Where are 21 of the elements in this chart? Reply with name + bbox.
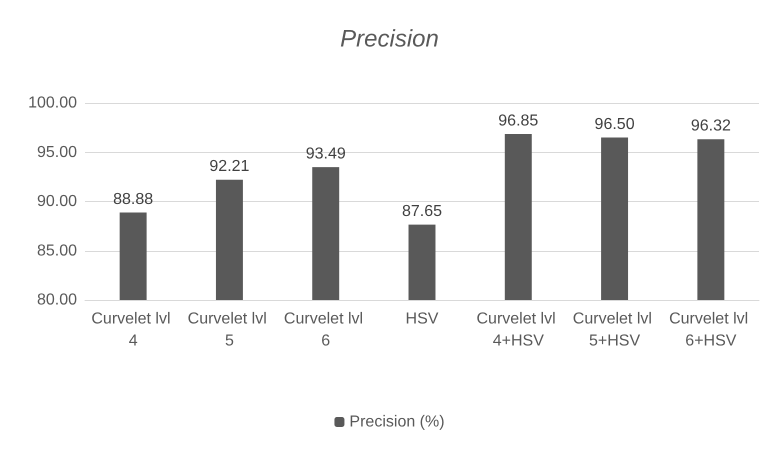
data-label: 96.32 [690, 118, 731, 135]
data-label: 92.21 [209, 158, 250, 176]
x-tick-label: Curvelet lvl 4 [91, 310, 175, 350]
data-label: 87.65 [402, 203, 442, 220]
y-tick-label: 100.00 [28, 94, 78, 112]
data-label: 96.85 [498, 112, 538, 130]
y-tick-label: 90.00 [36, 193, 78, 210]
data-label: 93.49 [306, 146, 346, 163]
y-tick-label: 95.00 [36, 144, 78, 161]
data-label: 88.88 [113, 191, 154, 208]
legend-label: Precision (%) [349, 414, 445, 430]
x-tick-label: Curvelet lvl 5 [188, 310, 272, 350]
x-tick-label: Curvelet lvl 6 [284, 310, 368, 350]
y-tick-label: 80.00 [36, 292, 78, 308]
x-tick-label: Curvelet lvl 5+HSV [572, 310, 656, 350]
x-tick-label: Curvelet lvl 6+HSV [669, 310, 753, 350]
y-tick-label: 85.00 [36, 242, 78, 260]
data-label: 96.50 [594, 116, 635, 133]
chart-title: Precision [340, 26, 439, 52]
x-tick-label: HSV [406, 310, 439, 328]
x-tick-label: Curvelet lvl 4+HSV [476, 310, 560, 350]
